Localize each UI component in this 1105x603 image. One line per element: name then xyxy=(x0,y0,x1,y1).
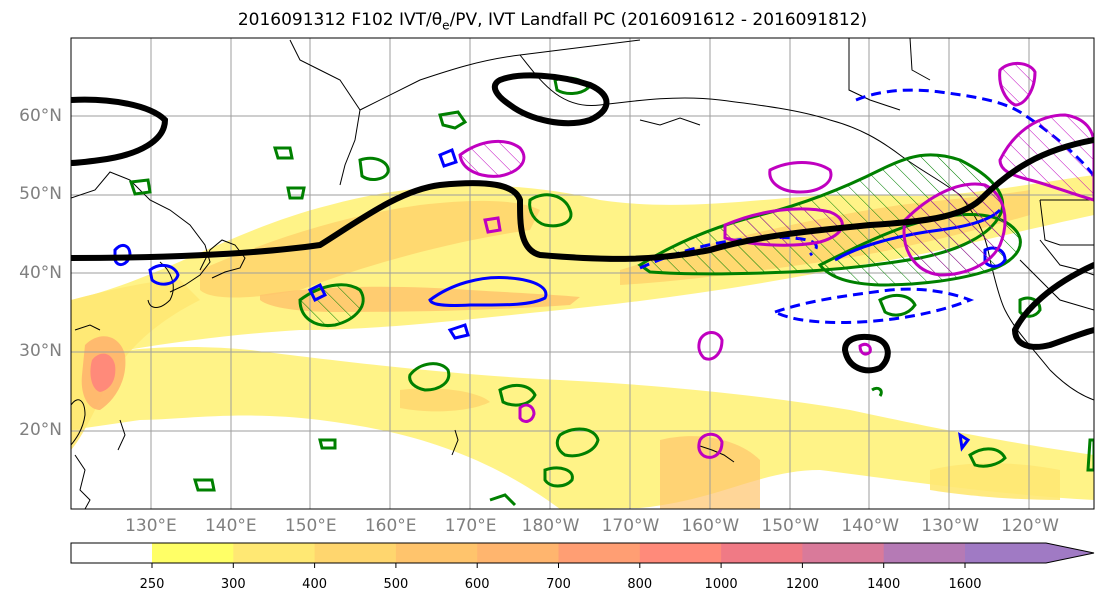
colorbar-tick-label: 600 xyxy=(464,577,490,592)
colorbar-segment xyxy=(639,543,722,563)
colorbar-segment xyxy=(152,543,234,563)
map-title: 2016091312 F102 IVT/θe/PV, IVT Landfall … xyxy=(237,10,868,33)
lon-label: 160°E xyxy=(364,516,417,536)
lon-label: 120°W xyxy=(1001,516,1059,536)
lon-label: 170°W xyxy=(601,516,660,536)
map-frame xyxy=(70,37,1095,510)
colorbar-segment xyxy=(721,543,803,563)
colorbar-tick-label: 300 xyxy=(220,577,246,592)
colorbar-segment xyxy=(395,543,478,563)
lon-label: 150°E xyxy=(284,516,337,536)
lat-label: 60°N xyxy=(19,105,62,126)
colorbar-tick-label: 400 xyxy=(302,577,327,592)
colorbar-tick-label: 1200 xyxy=(785,577,819,592)
colorbar xyxy=(70,542,1095,568)
lon-label: 140°E xyxy=(204,516,257,536)
colorbar-outline xyxy=(70,542,1095,564)
lat-label: 20°N xyxy=(19,419,62,440)
colorbar-tick-label: 250 xyxy=(139,577,165,592)
colorbar-segment xyxy=(558,543,641,563)
colorbar-segment xyxy=(965,543,1046,563)
lon-label: 170°E xyxy=(444,516,497,536)
colorbar-extend-arrow xyxy=(1046,543,1094,563)
colorbar-tick-label: 1000 xyxy=(704,577,738,592)
lon-label: 160°W xyxy=(681,516,740,536)
colorbar-segment xyxy=(883,543,966,563)
lat-label: 40°N xyxy=(19,262,62,283)
lon-label: 130°W xyxy=(921,516,980,536)
black-contours xyxy=(71,72,1094,374)
lon-label: 130°E xyxy=(125,516,177,536)
colorbar-tick-label: 500 xyxy=(383,577,409,592)
colorbar-tick-label: 1600 xyxy=(948,577,982,592)
lat-label: 30°N xyxy=(19,341,62,361)
lon-label: 180°W xyxy=(521,516,580,536)
colorbar-tick-label: 700 xyxy=(546,577,571,592)
lon-label: 140°W xyxy=(841,516,900,536)
colorbar-segment xyxy=(802,543,885,563)
lon-label: 150°W xyxy=(761,516,820,536)
colorbar-segment xyxy=(314,543,397,563)
colorbar-tick-label: 800 xyxy=(627,577,653,592)
colorbar-segment xyxy=(477,543,559,563)
colorbar-tick-label: 1400 xyxy=(867,577,901,592)
colorbar-segment xyxy=(233,543,316,563)
pc-contours xyxy=(458,62,1094,459)
lat-label: 50°N xyxy=(19,184,62,204)
graticule xyxy=(71,38,1094,509)
